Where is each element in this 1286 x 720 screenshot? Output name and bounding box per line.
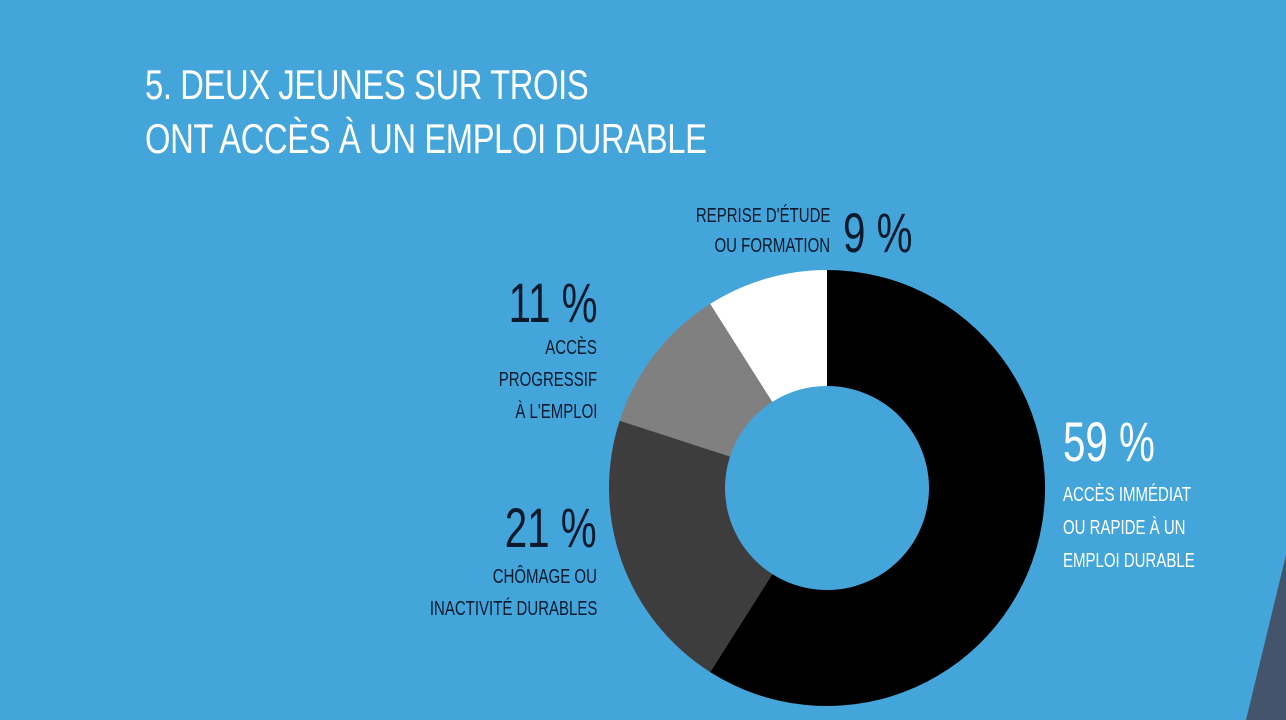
reprise-desc-2: OU FORMATION: [714, 235, 830, 257]
progressif-desc-1: ACCÈS: [545, 337, 597, 359]
page-title: 5. DEUX JEUNES SUR TROIS ONT ACCÈS À UN …: [145, 58, 707, 166]
immediat-desc-2: OU RAPIDE À UN: [1063, 517, 1186, 539]
immediat-desc-3: EMPLOI DURABLE: [1063, 550, 1195, 572]
slice-reprise-etude: [710, 270, 827, 402]
immediat-desc-1: ACCÈS IMMÉDIAT: [1063, 484, 1192, 506]
label-chomage: 21 % CHÔMAGE OU INACTIVITÉ DURABLES: [350, 500, 597, 630]
reprise-desc-1: REPRISE D'ÉTUDE: [695, 205, 830, 227]
title-line-2: ONT ACCÈS À UN EMPLOI DURABLE: [145, 115, 707, 162]
progressif-desc-3: À L'EMPLOI: [514, 401, 597, 423]
slice-chomage: [608, 420, 773, 673]
pct-chomage: 21 %: [505, 496, 597, 559]
label-acces-immediat: 59 % ACCÈS IMMÉDIAT OU RAPIDE À UN EMPLO…: [1063, 414, 1283, 584]
slice-acces-immediat: [710, 270, 1045, 706]
chomage-desc-2: INACTIVITÉ DURABLES: [429, 598, 597, 620]
chomage-desc-1: CHÔMAGE OU: [492, 566, 597, 588]
progressif-desc-2: PROGRESSIF: [498, 369, 597, 391]
slice-acces-progressif: [619, 303, 773, 457]
pct-acces-immediat: 59 %: [1063, 410, 1155, 473]
pct-acces-progressif: 11 %: [508, 271, 597, 334]
title-line-1: 5. DEUX JEUNES SUR TROIS: [145, 61, 589, 108]
pct-reprise-etude-wrap: 9 %: [843, 205, 940, 261]
pct-reprise-etude: 9 %: [843, 201, 913, 264]
label-acces-progressif: 11 % ACCÈS PROGRESSIF À L'EMPLOI: [400, 275, 597, 435]
